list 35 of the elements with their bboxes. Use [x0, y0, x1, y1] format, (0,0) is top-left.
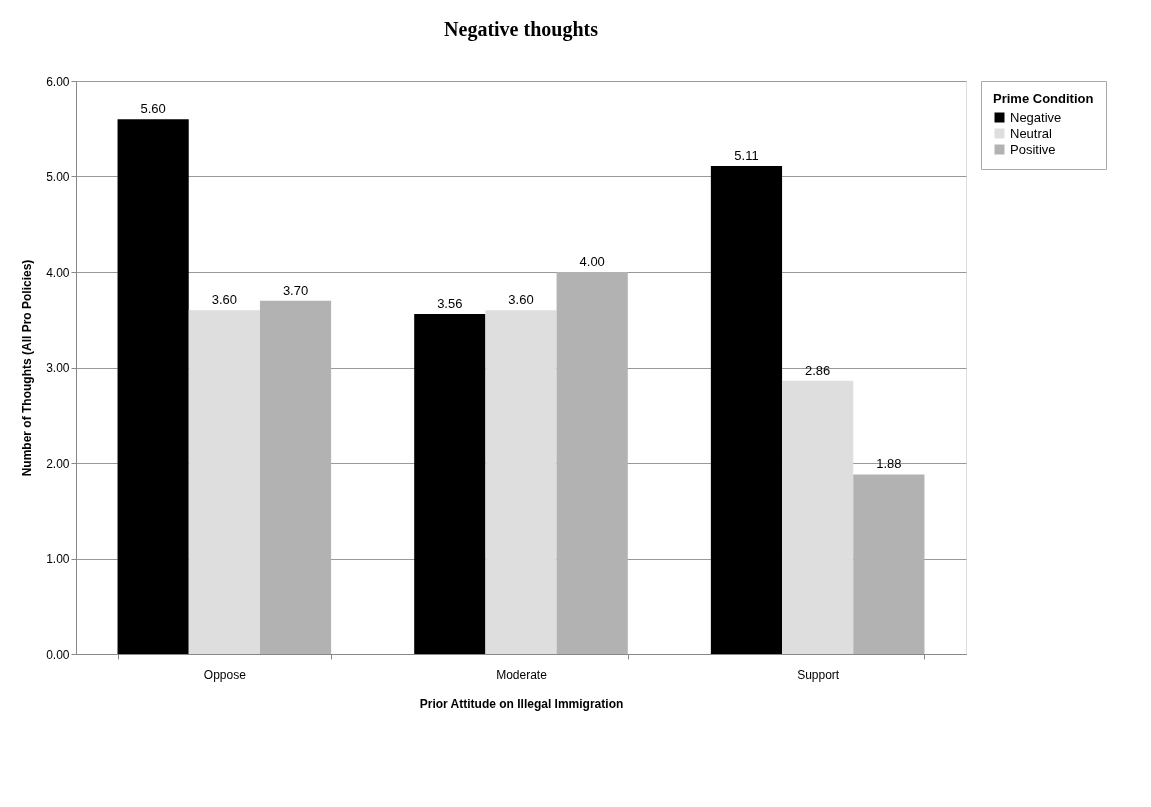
y-tick-label: 2.00 [46, 456, 70, 471]
legend-title: Prime Condition [993, 91, 1094, 106]
data-label: 3.70 [282, 282, 309, 298]
bar [188, 310, 260, 654]
data-label: 4.00 [579, 254, 605, 269]
x-tick-label: Support [797, 667, 840, 682]
data-label: 3.60 [211, 292, 237, 308]
y-tick-label: 5.00 [46, 170, 70, 184]
bar [259, 300, 332, 654]
bar [117, 119, 189, 654]
y-tick-label: 0.00 [46, 647, 70, 662]
chart-title: Negative thoughts [444, 18, 599, 41]
bar [485, 310, 557, 654]
y-axis-title: Number of Thoughts (All Pro Policies) [20, 259, 35, 477]
x-axis-title: Prior Attitude on Illegal Immigration [419, 696, 624, 711]
data-label: 1.88 [876, 456, 902, 472]
y-tick-label: 3.00 [46, 361, 70, 375]
bar [853, 474, 925, 654]
bar [414, 314, 486, 654]
data-label: 2.86 [805, 362, 831, 378]
y-tick-label: 6.00 [46, 74, 70, 89]
bar [556, 272, 628, 654]
legend-label: Neutral [1010, 125, 1053, 141]
x-tick-label: Oppose [203, 667, 247, 682]
data-label: 3.60 [508, 292, 534, 308]
data-label: 3.56 [437, 296, 463, 312]
y-tick-label: 4.00 [46, 265, 70, 280]
legend-label: Positive [1010, 141, 1056, 157]
bar [782, 380, 854, 654]
x-tick-label: Moderate [496, 667, 548, 682]
y-tick-label: 1.00 [46, 552, 70, 566]
data-label: 5.11 [734, 147, 759, 163]
legend-label: Negative [1010, 109, 1062, 125]
bar [710, 166, 783, 654]
data-label: 5.60 [140, 101, 166, 117]
